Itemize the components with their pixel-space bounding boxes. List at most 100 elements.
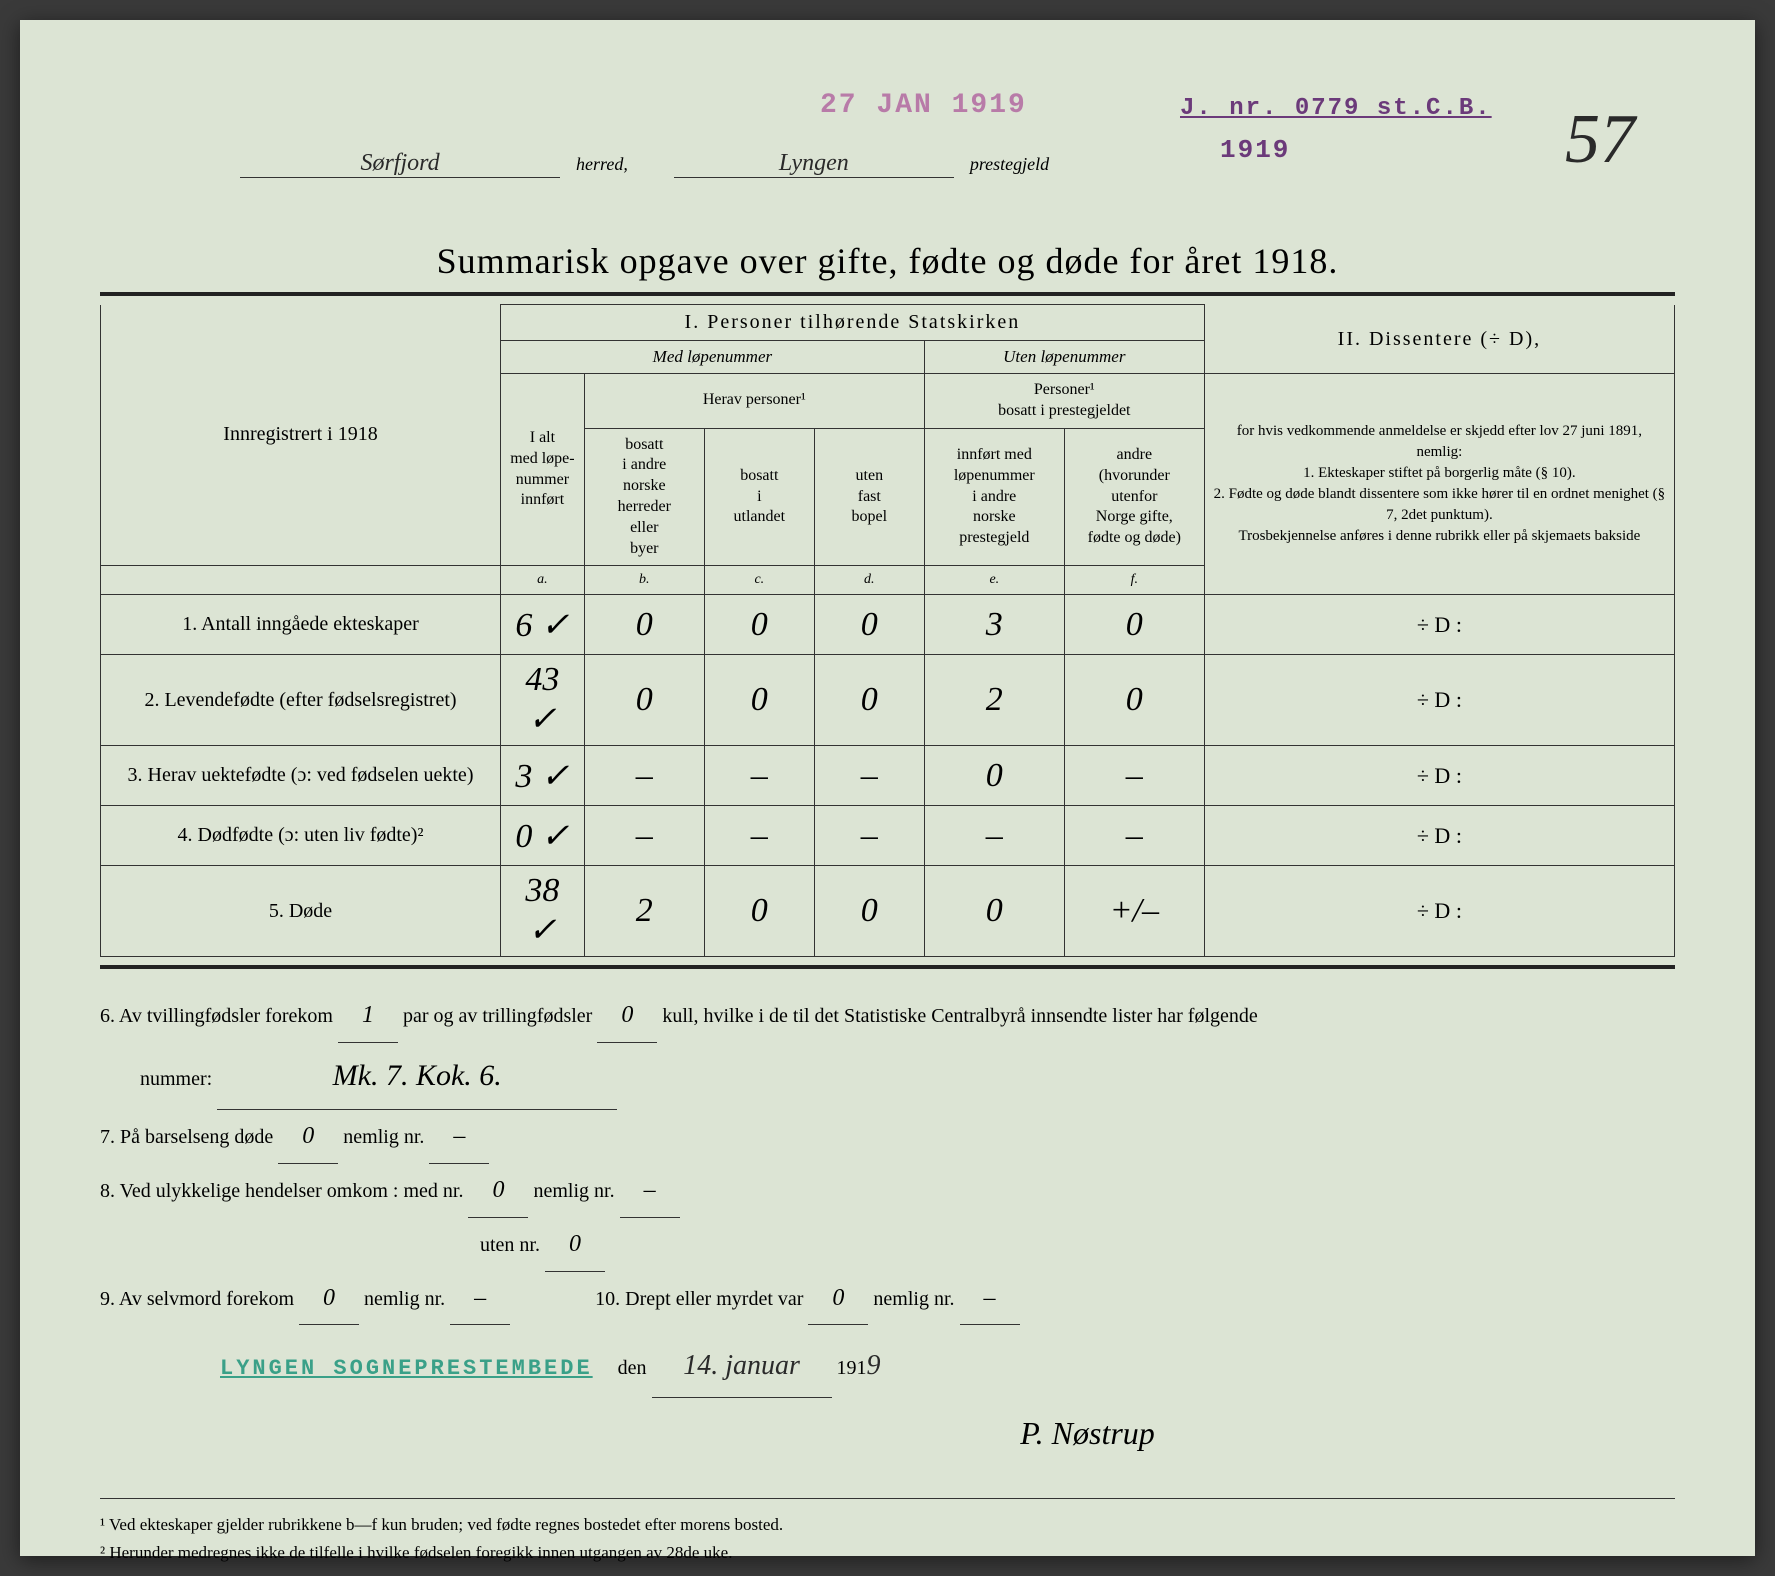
q6-t4: nummer: (140, 1068, 212, 1090)
q9-t: 9. Av selvmord forekom (100, 1288, 294, 1310)
row1-c: 0 (704, 595, 814, 655)
bottom-section: 6. Av tvillingfødsler forekom 1 par og a… (100, 989, 1675, 1468)
q9-t2: nemlig nr. (364, 1288, 445, 1310)
q6-t3: kull, hvilke i de til det Statistiske Ce… (662, 1005, 1257, 1027)
main-table: Innregistrert i 1918 I. Personer tilhøre… (100, 304, 1675, 957)
personer-bosatt-header: Personer¹ bosatt i prestegjeldet (924, 374, 1204, 429)
office-stamp: LYNGEN SOGNEPRESTEMBEDE (220, 1356, 593, 1381)
row4-label: 4. Dødfødte (ɔ: uten liv fødte)² (101, 806, 501, 866)
row2-label: 2. Levendefødte (efter fødselsregistret) (101, 655, 501, 746)
q8-line: 8. Ved ulykkelige hendelser omkom : med … (100, 1164, 1675, 1218)
row1-b: 0 (584, 595, 704, 655)
dissentere-text: for hvis vedkommende anmeldelse er skjed… (1204, 374, 1674, 595)
row2-d-col: ÷ D : (1204, 655, 1674, 746)
row2-b: 0 (584, 655, 704, 746)
den-label: den (618, 1357, 647, 1379)
prestegjeld-field: Lyngen (674, 150, 954, 178)
q6-t2: par og av trillingfødsler (403, 1005, 592, 1027)
row2-c: 0 (704, 655, 814, 746)
form-title: Summarisk opgave over gifte, fødte og dø… (100, 240, 1675, 282)
table-row: 4. Dødfødte (ɔ: uten liv fødte)² 0 ✓ – –… (101, 806, 1675, 866)
q9-q10-line: 9. Av selvmord forekom 0 nemlig nr. – 10… (100, 1272, 1675, 1326)
q8-t: 8. Ved ulykkelige hendelser omkom : med … (100, 1180, 463, 1202)
table-row: 5. Døde 38 ✓ 2 0 0 0 +/– ÷ D : (101, 866, 1675, 957)
signature-line: LYNGEN SOGNEPRESTEMBEDE den 14. januar 1… (100, 1335, 1675, 1398)
page-number: 57 (1565, 100, 1635, 180)
blank-corner (101, 566, 501, 595)
sign-date: 14. januar (652, 1335, 832, 1398)
row5-label: 5. Døde (101, 866, 501, 957)
herav-header: Herav personer¹ (584, 374, 924, 429)
letter-b: b. (584, 566, 704, 595)
row4-d: – (814, 806, 924, 866)
q7-v1: 0 (278, 1110, 338, 1164)
rule-top (100, 292, 1675, 296)
q10-v2: – (960, 1272, 1020, 1326)
herred-label: herred, (576, 154, 628, 174)
header-area: 27 JAN 1919 J. nr. 0779 st.C.B. 1919 57 … (100, 80, 1675, 220)
document-page: 27 JAN 1919 J. nr. 0779 st.C.B. 1919 57 … (20, 20, 1755, 1556)
footnote-2: ² Herunder medregnes ikke de tilfelle i … (100, 1539, 1675, 1566)
table-row: 2. Levendefødte (efter fødselsregistret)… (101, 655, 1675, 746)
row1-d-col: ÷ D : (1204, 595, 1674, 655)
row5-f: +/– (1064, 866, 1204, 957)
stamp-received-date: 27 JAN 1919 (820, 90, 1027, 121)
q8-v1: 0 (468, 1164, 528, 1218)
row4-e: – (924, 806, 1064, 866)
uten-lopen-header: Uten løpenummer (924, 341, 1204, 374)
letter-f: f. (1064, 566, 1204, 595)
row4-f: – (1064, 806, 1204, 866)
row2-e: 2 (924, 655, 1064, 746)
q10-t: 10. Drept eller myrdet var (595, 1288, 803, 1310)
row5-d: 0 (814, 866, 924, 957)
q6-t1: 6. Av tvillingfødsler forekom (100, 1005, 333, 1027)
q6-line2: nummer: Mk. 7. Kok. 6. (100, 1043, 1675, 1110)
table-row: 1. Antall inngåede ekteskaper 6 ✓ 0 0 0 … (101, 595, 1675, 655)
row1-d: 0 (814, 595, 924, 655)
row1-label: 1. Antall inngåede ekteskaper (101, 595, 501, 655)
footnote-1: ¹ Ved ekteskaper gjelder rubrikkene b—f … (100, 1511, 1675, 1538)
stamp-year: 1919 (1220, 135, 1290, 165)
header-line: Sørfjord herred, Lyngen prestegjeld (240, 150, 1059, 178)
row5-c: 0 (704, 866, 814, 957)
row2-d: 0 (814, 655, 924, 746)
row2-a: 43 ✓ (501, 655, 585, 746)
col-d-header: uten fast bopel (814, 428, 924, 566)
q7-t2: nemlig nr. (343, 1126, 424, 1148)
med-lopen-header: Med løpenummer (501, 341, 925, 374)
signature-row: P. Nøstrup (100, 1398, 1675, 1468)
innreg-label: Innregistrert i 1918 (101, 305, 501, 566)
q9-v2: – (450, 1272, 510, 1326)
q8-line2: uten nr. 0 (100, 1218, 1675, 1272)
q8-t3: uten nr. (480, 1234, 540, 1256)
q8-v3: 0 (545, 1218, 605, 1272)
year-suffix: 9 (867, 1350, 881, 1381)
prestegjeld-label: prestegjeld (970, 154, 1049, 174)
row3-label: 3. Herav uektefødte (ɔ: ved fødselen uek… (101, 746, 501, 806)
row4-a: 0 ✓ (501, 806, 585, 866)
row2-f: 0 (1064, 655, 1204, 746)
row4-c: – (704, 806, 814, 866)
col-c-header: bosatt i utlandet (704, 428, 814, 566)
row4-b: – (584, 806, 704, 866)
q8-v2: – (620, 1164, 680, 1218)
q10-v1: 0 (808, 1272, 868, 1326)
row5-a: 38 ✓ (501, 866, 585, 957)
q7-line: 7. På barselseng døde 0 nemlig nr. – (100, 1110, 1675, 1164)
row3-e: 0 (924, 746, 1064, 806)
section1-header: I. Personer tilhørende Statskirken (501, 305, 1205, 341)
col-f-header: andre (hvorunder utenfor Norge gifte, fø… (1064, 428, 1204, 566)
row3-b: – (584, 746, 704, 806)
letter-d: d. (814, 566, 924, 595)
row5-e: 0 (924, 866, 1064, 957)
row5-d-col: ÷ D : (1204, 866, 1674, 957)
letter-a: a. (501, 566, 585, 595)
dissentere-title: II. Dissentere (÷ D), (1213, 325, 1666, 353)
table-row: 3. Herav uektefødte (ɔ: ved fødselen uek… (101, 746, 1675, 806)
q8-t2: nemlig nr. (533, 1180, 614, 1202)
q6-v1: 1 (338, 989, 398, 1043)
q9-v1: 0 (299, 1272, 359, 1326)
footnotes: ¹ Ved ekteskaper gjelder rubrikkene b—f … (100, 1498, 1675, 1565)
stamp-journal-number: J. nr. 0779 st.C.B. (1180, 95, 1492, 122)
col-b-header: bosatt i andre norske herreder eller bye… (584, 428, 704, 566)
